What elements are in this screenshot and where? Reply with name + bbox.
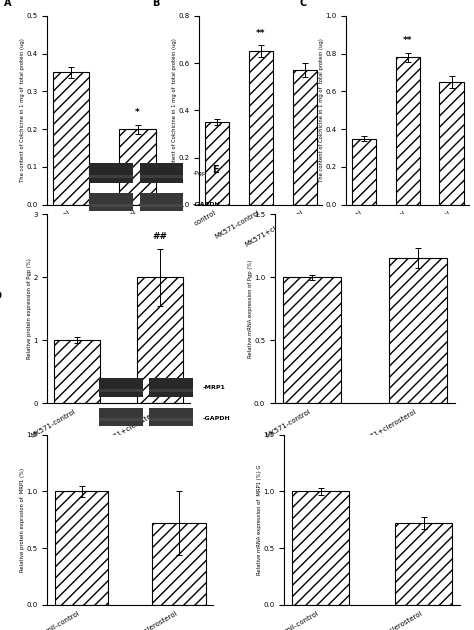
Y-axis label: Relative protein exprssion of  MRP1 (%): Relative protein exprssion of MRP1 (%): [20, 467, 25, 572]
Bar: [439, 82, 464, 205]
Text: B: B: [152, 0, 160, 8]
Bar: [119, 129, 156, 205]
Bar: [99, 418, 143, 421]
Text: -MRP1: -MRP1: [202, 385, 225, 390]
Text: ##: ##: [153, 232, 168, 241]
Y-axis label: Relative mRNA expression of Pgp (%): Relative mRNA expression of Pgp (%): [247, 260, 253, 358]
Y-axis label: The content of Colchicine in 1 mg of  total protein (ug): The content of Colchicine in 1 mg of tot…: [319, 38, 324, 182]
Y-axis label: Relative protein expression of Pgp (%): Relative protein expression of Pgp (%): [27, 258, 32, 359]
Text: D: D: [0, 291, 1, 301]
Bar: [90, 164, 133, 183]
Bar: [55, 491, 109, 605]
Bar: [292, 491, 349, 605]
Bar: [152, 523, 206, 605]
Bar: [249, 51, 273, 205]
Y-axis label: Relative mRNA expression of  MRP1 (%) G: Relative mRNA expression of MRP1 (%) G: [257, 464, 262, 575]
Text: -GAPDH: -GAPDH: [202, 416, 230, 421]
Bar: [53, 72, 89, 205]
Bar: [139, 175, 183, 178]
Bar: [149, 418, 193, 421]
Bar: [90, 193, 133, 212]
Bar: [205, 122, 229, 205]
Bar: [149, 389, 193, 392]
Bar: [149, 408, 193, 426]
Y-axis label: The content of Colchicine in 1 mg of  total protein (ug): The content of Colchicine in 1 mg of tot…: [172, 38, 177, 182]
Text: **: **: [256, 29, 265, 38]
Text: E: E: [212, 164, 219, 175]
Bar: [54, 340, 100, 403]
Bar: [99, 377, 143, 397]
Bar: [283, 277, 341, 403]
Bar: [90, 175, 133, 178]
Bar: [396, 57, 419, 205]
Bar: [137, 277, 183, 403]
Bar: [389, 258, 447, 403]
Bar: [139, 193, 183, 212]
Text: -Pgp: -Pgp: [193, 171, 207, 176]
Bar: [395, 523, 452, 605]
Bar: [99, 408, 143, 426]
Bar: [139, 164, 183, 183]
Text: **: **: [403, 36, 412, 45]
Bar: [139, 203, 183, 207]
Bar: [149, 377, 193, 397]
Text: -GAPDH: -GAPDH: [193, 202, 220, 207]
Bar: [90, 203, 133, 207]
Text: *: *: [135, 108, 140, 117]
Bar: [99, 389, 143, 392]
Bar: [352, 139, 376, 205]
Text: C: C: [299, 0, 306, 8]
Bar: [292, 70, 317, 205]
Y-axis label: The content of Colchicine in 1 mg of  total protein (ug): The content of Colchicine in 1 mg of tot…: [20, 38, 25, 182]
Text: A: A: [4, 0, 12, 8]
